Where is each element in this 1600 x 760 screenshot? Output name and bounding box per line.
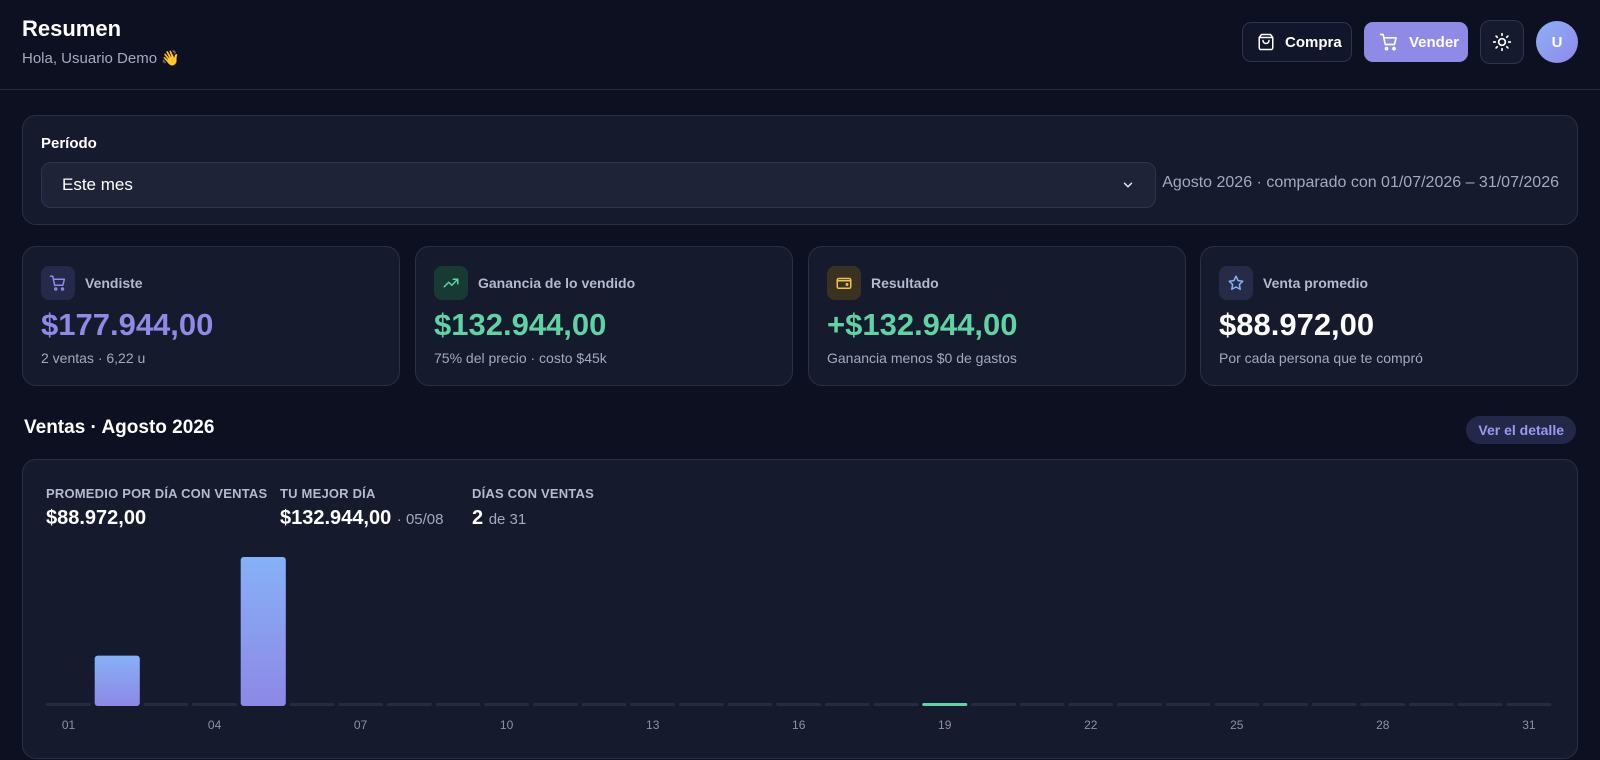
chart-bar-01 bbox=[46, 703, 92, 706]
stat-value: $88.972,00 bbox=[1219, 307, 1375, 342]
stat-card-sold: Vendiste $177.944,00 2 ventas · 6,22 u bbox=[22, 246, 400, 386]
wallet-icon bbox=[827, 266, 861, 300]
sell-button-label: Vender bbox=[1409, 33, 1460, 51]
x-tick-label: 07 bbox=[354, 718, 368, 732]
chevron-down-icon bbox=[1121, 178, 1135, 192]
chart-bar-29 bbox=[1409, 703, 1455, 706]
x-tick-label: 10 bbox=[500, 718, 514, 732]
stat-card-average: Venta promedio $88.972,00 Por cada perso… bbox=[1200, 246, 1578, 386]
chart-bar-04 bbox=[192, 703, 238, 706]
chart-bar-08 bbox=[386, 703, 432, 706]
user-avatar[interactable]: U bbox=[1536, 21, 1578, 63]
stat-card-result: Resultado +$132.944,00 Ganancia menos $0… bbox=[808, 246, 1186, 386]
stat-label: Resultado bbox=[871, 275, 939, 291]
stat-subtext: 75% del precio · costo $45k bbox=[434, 350, 607, 366]
kpi-days-label: DÍAS CON VENTAS bbox=[472, 486, 594, 501]
stat-card-profit: Ganancia de lo vendido $132.944,00 75% d… bbox=[415, 246, 793, 386]
sales-section-title: Ventas · Agosto 2026 bbox=[24, 417, 215, 438]
shopping-bag-icon bbox=[1257, 33, 1275, 51]
sales-chart-card: PROMEDIO POR DÍA CON VENTAS $88.972,00 T… bbox=[22, 459, 1578, 759]
chart-bar-11 bbox=[532, 703, 578, 706]
x-tick-label: 13 bbox=[646, 718, 660, 732]
chart-bar-18 bbox=[873, 703, 919, 706]
chart-bar-31 bbox=[1506, 703, 1552, 706]
chart-bar-03 bbox=[143, 703, 189, 706]
buy-button[interactable]: Compra bbox=[1242, 22, 1352, 62]
theme-toggle-button[interactable] bbox=[1480, 20, 1524, 64]
chart-bar-10 bbox=[484, 703, 530, 706]
chart-bar-19 bbox=[922, 703, 968, 706]
stat-value: $132.944,00 bbox=[434, 307, 607, 342]
x-tick-label: 31 bbox=[1522, 718, 1536, 732]
x-tick-label: 22 bbox=[1084, 718, 1098, 732]
x-tick-label: 19 bbox=[938, 718, 952, 732]
chart-bar-14 bbox=[678, 703, 724, 706]
period-card: Período Este mes Agosto 2026 · comparado… bbox=[22, 115, 1578, 225]
stat-subtext: Ganancia menos $0 de gastos bbox=[827, 350, 1017, 366]
stat-value: +$132.944,00 bbox=[827, 307, 1018, 342]
kpi-best-value: $132.944,00 · 05/08 bbox=[280, 507, 444, 530]
chart-bar-06 bbox=[289, 703, 335, 706]
kpi-best-date: · 05/08 bbox=[396, 511, 444, 528]
kpi-days-count: 2 bbox=[472, 507, 484, 529]
chart-bar-22 bbox=[1068, 703, 1114, 706]
sell-button[interactable]: Vender bbox=[1364, 22, 1468, 62]
chart-bar-13 bbox=[630, 703, 676, 706]
chart-bar-25 bbox=[1214, 703, 1260, 706]
chart-bar-16 bbox=[776, 703, 822, 706]
chart-bar-30 bbox=[1457, 703, 1503, 706]
cart-icon bbox=[41, 266, 75, 300]
kpi-best-amount: $132.944,00 bbox=[280, 507, 392, 529]
chart-bar-02 bbox=[94, 655, 140, 706]
page-header: Resumen Hola, Usuario Demo 👋 Compra Vend… bbox=[0, 0, 1600, 90]
sales-bar-chart: 01 04 07 10 13 16 19 22 25 28 31 bbox=[46, 557, 1552, 732]
x-tick-label: 01 bbox=[62, 718, 76, 732]
cart-icon bbox=[1379, 32, 1399, 52]
chart-bar-21 bbox=[1019, 703, 1065, 706]
chart-bar-17 bbox=[824, 703, 870, 706]
chart-bar-26 bbox=[1262, 703, 1308, 706]
chart-bar-15 bbox=[727, 703, 773, 706]
trending-up-icon bbox=[434, 266, 468, 300]
kpi-avg-value: $88.972,00 bbox=[46, 507, 147, 529]
x-tick-label: 16 bbox=[792, 718, 806, 732]
stat-value: $177.944,00 bbox=[41, 307, 214, 342]
buy-button-label: Compra bbox=[1285, 33, 1342, 51]
x-tick-label: 28 bbox=[1376, 718, 1390, 732]
view-detail-button[interactable]: Ver el detalle bbox=[1466, 416, 1576, 444]
chart-bar-05 bbox=[240, 557, 286, 706]
chart-bar-24 bbox=[1165, 703, 1211, 706]
kpi-best-label: TU MEJOR DÍA bbox=[280, 486, 376, 501]
period-label: Período bbox=[41, 135, 97, 152]
chart-bar-23 bbox=[1116, 703, 1162, 706]
chart-bar-12 bbox=[581, 703, 627, 706]
header-actions: Compra Vender U bbox=[1242, 20, 1578, 64]
stat-subtext: Por cada persona que te compró bbox=[1219, 350, 1423, 366]
kpi-avg-label: PROMEDIO POR DÍA CON VENTAS bbox=[46, 486, 268, 501]
stat-label: Venta promedio bbox=[1263, 275, 1369, 291]
sun-icon bbox=[1492, 32, 1512, 52]
stat-subtext: 2 ventas · 6,22 u bbox=[41, 350, 146, 366]
stat-label: Ganancia de lo vendido bbox=[478, 275, 636, 291]
chart-bar-27 bbox=[1311, 703, 1357, 706]
star-icon bbox=[1219, 266, 1253, 300]
x-tick-label: 25 bbox=[1230, 718, 1244, 732]
chart-bar-28 bbox=[1360, 703, 1406, 706]
stat-label: Vendiste bbox=[85, 275, 143, 291]
kpi-days-total: de 31 bbox=[488, 511, 527, 528]
period-select-value: Este mes bbox=[62, 175, 133, 194]
greeting-text: Hola, Usuario Demo 👋 bbox=[22, 50, 180, 67]
chart-bar-07 bbox=[338, 703, 384, 706]
x-tick-label: 04 bbox=[208, 718, 222, 732]
page-title: Resumen bbox=[22, 16, 122, 41]
chart-bar-09 bbox=[435, 703, 481, 706]
period-range-text: Agosto 2026 · comparado con 01/07/2026 –… bbox=[1162, 174, 1559, 191]
period-select[interactable]: Este mes bbox=[41, 162, 1156, 208]
chart-bar-20 bbox=[970, 703, 1016, 706]
kpi-days-value: 2 de 31 bbox=[472, 507, 526, 530]
